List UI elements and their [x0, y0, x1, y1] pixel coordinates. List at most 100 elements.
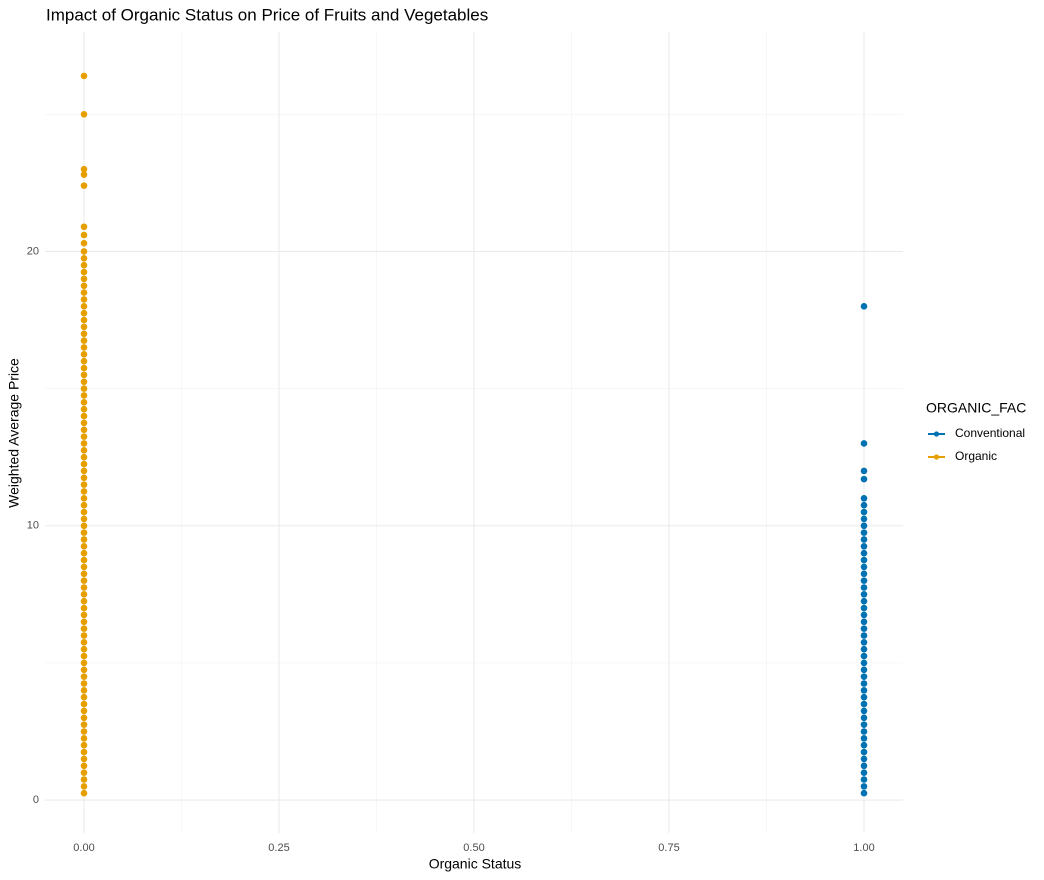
- point: [80, 467, 88, 475]
- point: [80, 556, 88, 564]
- point: [80, 577, 88, 584]
- y-tick-label: 20: [27, 245, 39, 257]
- point: [80, 447, 88, 454]
- point: [80, 495, 88, 502]
- point: [80, 72, 88, 80]
- point: [860, 762, 868, 770]
- point: [860, 549, 868, 557]
- point: [80, 783, 88, 790]
- point: [80, 275, 88, 283]
- legend: ORGANIC_FAC Conventional Organic: [926, 400, 1026, 463]
- chart-title: Impact of Organic Status on Price of Fru…: [46, 5, 488, 24]
- point: [80, 399, 88, 406]
- point: [860, 714, 868, 722]
- point: [860, 687, 868, 694]
- point: [80, 460, 88, 468]
- point: [860, 563, 868, 571]
- point: [80, 110, 88, 118]
- point: [80, 337, 88, 344]
- point: [860, 597, 868, 605]
- point: [80, 673, 88, 680]
- point: [860, 591, 868, 598]
- point: [80, 639, 88, 646]
- point: [80, 604, 88, 612]
- point: [80, 165, 88, 173]
- point: [80, 728, 88, 735]
- point: [80, 351, 88, 358]
- point: [80, 549, 88, 557]
- point: [860, 577, 868, 584]
- point: [860, 501, 868, 509]
- point: [860, 536, 868, 543]
- point: [80, 182, 88, 189]
- point: [80, 474, 88, 482]
- x-tick-label: 1.00: [853, 842, 874, 854]
- point: [860, 522, 868, 530]
- legend-dot: [933, 454, 940, 460]
- x-tick-label: 0.00: [73, 842, 94, 854]
- x-axis-label: Organic Status: [429, 856, 522, 872]
- legend-title: ORGANIC_FAC: [926, 400, 1026, 416]
- point: [860, 741, 868, 749]
- point: [860, 475, 868, 483]
- point: [860, 666, 868, 674]
- point: [860, 618, 868, 626]
- point: [80, 231, 88, 239]
- point: [80, 371, 88, 379]
- point: [80, 584, 88, 591]
- point: [80, 223, 88, 231]
- legend-label: Organic: [955, 449, 997, 463]
- point: [80, 522, 88, 530]
- point: [80, 248, 88, 255]
- point: [80, 309, 88, 317]
- point: [80, 543, 88, 550]
- point: [80, 769, 88, 776]
- point: [860, 652, 868, 660]
- point: [80, 652, 88, 660]
- point: [80, 357, 88, 365]
- point: [860, 728, 868, 735]
- point: [80, 741, 88, 749]
- point: [80, 289, 88, 296]
- point: [80, 687, 88, 694]
- point: [860, 721, 868, 728]
- point: [80, 239, 88, 247]
- point: [860, 584, 868, 591]
- y-axis-label: Weighted Average Price: [6, 358, 22, 508]
- point: [80, 666, 88, 674]
- point: [860, 495, 868, 502]
- point: [860, 639, 868, 646]
- point: [80, 344, 88, 351]
- point: [860, 659, 868, 667]
- point: [80, 789, 88, 797]
- point: [860, 735, 868, 742]
- point: [860, 303, 868, 310]
- legend-dot: [933, 431, 940, 437]
- point: [860, 543, 868, 550]
- point: [860, 673, 868, 680]
- point: [80, 501, 88, 509]
- point: [80, 433, 88, 440]
- point: [80, 611, 88, 619]
- point: [860, 467, 868, 475]
- point: [860, 700, 868, 708]
- point: [860, 748, 868, 756]
- point: [80, 378, 88, 386]
- point: [80, 364, 88, 372]
- point: [860, 769, 868, 776]
- point: [80, 282, 88, 290]
- point: [80, 255, 88, 262]
- point: [860, 645, 868, 653]
- point: [860, 440, 868, 447]
- point: [80, 392, 88, 399]
- point: [80, 261, 88, 269]
- point: [80, 776, 88, 783]
- grid: 0.00 0.25 0.50 0.75 1.00 0 10 20: [27, 32, 903, 854]
- point: [80, 755, 88, 763]
- point: [860, 783, 868, 790]
- point: [860, 632, 868, 639]
- point: [80, 591, 88, 598]
- point: [860, 604, 868, 612]
- point: [80, 618, 88, 626]
- point: [860, 789, 868, 797]
